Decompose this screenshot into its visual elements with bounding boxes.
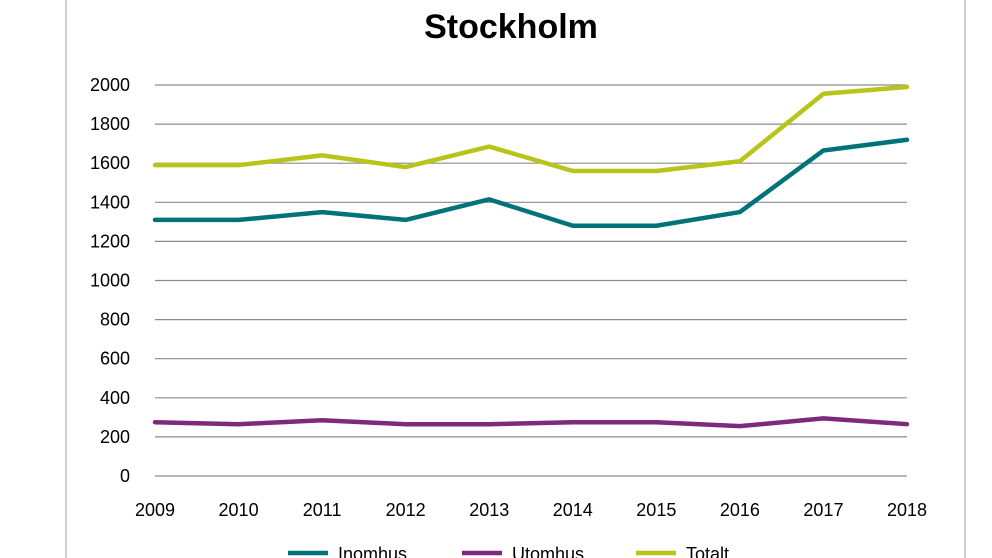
legend-label-inomhus: Inomhus — [338, 544, 407, 558]
x-tick-label: 2010 — [219, 500, 259, 520]
legend: Inomhus Utomhus Totalt — [288, 544, 729, 558]
x-tick-label: 2016 — [720, 500, 760, 520]
y-tick-label: 600 — [100, 349, 130, 369]
y-tick-label: 800 — [100, 310, 130, 330]
chart-title: Stockholm — [424, 8, 598, 46]
y-tick-label: 400 — [100, 388, 130, 408]
x-tick-label: 2014 — [553, 500, 593, 520]
series-lines — [152, 84, 910, 429]
y-tick-label: 0 — [120, 466, 130, 486]
y-tick-label: 2000 — [90, 75, 130, 95]
y-tick-label: 1400 — [90, 192, 130, 212]
x-tick-label: 2013 — [469, 500, 509, 520]
x-tick-label: 2009 — [135, 500, 175, 520]
x-tick-label: 2015 — [636, 500, 676, 520]
gridlines — [155, 84, 907, 477]
y-tick-label: 200 — [100, 427, 130, 447]
x-tick-label: 2012 — [386, 500, 426, 520]
chart-frame — [65, 0, 966, 558]
series-line-totalt — [152, 84, 910, 174]
y-tick-label: 1000 — [90, 271, 130, 291]
legend-label-totalt: Totalt — [686, 544, 729, 558]
x-axis-tick-labels: 2009 2010 2011 2012 2013 2014 2015 2016 2017 2018 — [135, 500, 927, 520]
series-line-inomhus — [152, 137, 910, 229]
x-tick-label: 2018 — [887, 500, 927, 520]
y-tick-label: 1800 — [90, 114, 130, 134]
y-tick-label: 1200 — [90, 231, 130, 251]
legend-label-utomhus: Utomhus — [512, 544, 584, 558]
y-axis-tick-labels: 0 200 400 600 800 1000 1200 1400 1600 1800 2000 — [90, 75, 130, 486]
x-tick-label: 2017 — [803, 500, 843, 520]
y-tick-label: 1600 — [90, 153, 130, 173]
series-line-utomhus — [152, 416, 910, 429]
x-tick-label: 2011 — [303, 500, 342, 520]
